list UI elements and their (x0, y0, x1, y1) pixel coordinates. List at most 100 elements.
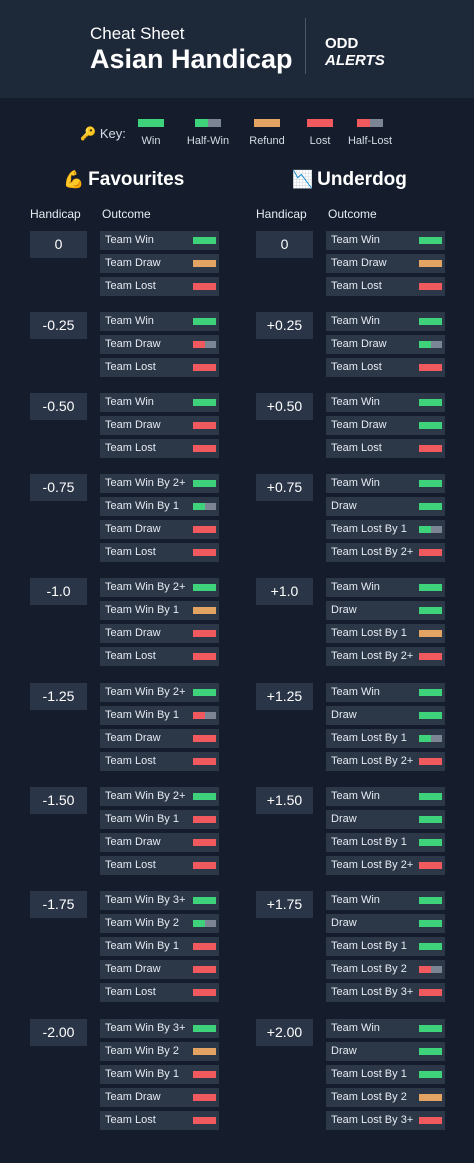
underdog-outcome-row: Team Lost By 1 (326, 520, 445, 539)
result-indicator-win (419, 689, 442, 696)
favourites-outcome-row: Team Draw (100, 624, 219, 643)
outcome-label: Team Lost (331, 442, 382, 454)
result-indicator-lost (419, 758, 442, 765)
outcome-label: Team Win By 1 (105, 813, 179, 825)
underdog-outcome-row: Team Lost By 2+ (326, 647, 445, 666)
underdog-handicap-value: +1.75 (256, 891, 313, 918)
underdog-outcome-row: Team Draw (326, 254, 445, 273)
underdog-outcome-row: Team Lost (326, 358, 445, 377)
result-indicator-win (193, 237, 216, 244)
key-item-half-lost: Half-Lost (347, 119, 393, 147)
outcome-label: Team Draw (105, 338, 161, 350)
outcome-label: Team Win By 1 (105, 500, 179, 512)
result-indicator-lost (193, 839, 216, 846)
outcome-label: Team Win (105, 234, 154, 246)
outcome-label: Team Lost (105, 650, 156, 662)
favourites-outcome-row: Team Win By 1 (100, 810, 219, 829)
underdog-outcome-row: Team Lost By 1 (326, 729, 445, 748)
underdog-outcome-row: Draw (326, 914, 445, 933)
outcome-label: Team Win (331, 315, 380, 327)
underdog-outcome-row: Team Lost By 2+ (326, 752, 445, 771)
result-indicator-lost (193, 758, 216, 765)
outcome-label: Team Win (331, 1022, 380, 1034)
outcome-label: Team Lost By 2+ (331, 755, 414, 767)
key-label-text: Key: (99, 126, 126, 141)
underdog-outcome-row: Team Draw (326, 416, 445, 435)
favourites-outcome-row: Team Lost (100, 752, 219, 771)
favourites-outcome-row: Team Draw (100, 254, 219, 273)
result-indicator-half-win (419, 341, 442, 348)
outcome-label: Draw (331, 500, 357, 512)
result-indicator-win (419, 1048, 442, 1055)
outcome-label: Team Lost (105, 442, 156, 454)
result-indicator-half-lost (193, 712, 216, 719)
favourites-outcome-row: Team Lost (100, 543, 219, 562)
favourites-outcome-row: Team Win By 2+ (100, 683, 219, 702)
result-indicator-lost (419, 549, 442, 556)
outcome-label: Team Lost By 2+ (331, 546, 414, 558)
favourites-outcome-row: Team Draw (100, 1088, 219, 1107)
favourites-outcome-row: Team Draw (100, 416, 219, 435)
key-swatch-refund (254, 119, 280, 127)
result-indicator-win (419, 816, 442, 823)
favourites-col-outcome: Outcome (102, 207, 151, 221)
outcome-label: Team Win By 2+ (105, 477, 186, 489)
key-label: 🔑 Key: (80, 126, 126, 142)
favourites-outcome-row: Team Win By 3+ (100, 1019, 219, 1038)
favourites-outcome-row: Team Lost (100, 983, 219, 1002)
underdog-handicap-value: +1.25 (256, 683, 313, 710)
result-indicator-half-lost (193, 341, 216, 348)
result-indicator-lost (193, 862, 216, 869)
underdog-handicap-value: +0.25 (256, 312, 313, 339)
result-indicator-lost (193, 1117, 216, 1124)
result-indicator-lost (193, 364, 216, 371)
result-indicator-win (419, 503, 442, 510)
favourites-outcome-row: Team Win By 1 (100, 1065, 219, 1084)
outcome-label: Team Draw (105, 627, 161, 639)
outcome-label: Team Win By 3+ (105, 1022, 186, 1034)
underdog-outcome-row: Team Win (326, 312, 445, 331)
result-indicator-win (419, 607, 442, 614)
result-indicator-win (193, 480, 216, 487)
favourites-outcome-row: Team Draw (100, 729, 219, 748)
result-indicator-lost (419, 1117, 442, 1124)
outcome-label: Team Lost (105, 986, 156, 998)
key-icon: 🔑 (80, 126, 97, 141)
result-indicator-win (419, 712, 442, 719)
favourites-handicap-value: -1.25 (30, 683, 87, 710)
outcome-label: Team Draw (331, 419, 387, 431)
outcome-label: Team Draw (105, 257, 161, 269)
outcome-label: Draw (331, 813, 357, 825)
outcome-label: Team Win By 3+ (105, 894, 186, 906)
result-indicator-lost (419, 989, 442, 996)
result-indicator-lost (193, 526, 216, 533)
underdog-handicap-value: +1.50 (256, 787, 313, 814)
outcome-label: Team Win By 1 (105, 604, 179, 616)
outcome-label: Team Lost By 1 (331, 836, 407, 848)
result-indicator-lost (193, 653, 216, 660)
underdog-outcome-row: Team Lost By 1 (326, 624, 445, 643)
favourites-outcome-row: Team Lost (100, 277, 219, 296)
underdog-outcome-row: Team Win (326, 1019, 445, 1038)
underdog-handicap-value: +2.00 (256, 1019, 313, 1046)
key-item-half-win: Half-Win (185, 119, 231, 147)
result-indicator-win (419, 237, 442, 244)
result-indicator-win (419, 839, 442, 846)
outcome-label: Team Lost By 1 (331, 523, 407, 535)
outcome-label: Team Lost By 1 (331, 732, 407, 744)
outcome-label: Team Lost (105, 546, 156, 558)
outcome-label: Team Lost By 2 (331, 1091, 407, 1103)
favourites-outcome-row: Team Win By 2+ (100, 474, 219, 493)
favourites-handicap-value: -0.50 (30, 393, 87, 420)
outcome-label: Team Win (331, 581, 380, 593)
underdog-handicap-value: 0 (256, 231, 313, 258)
favourites-outcome-row: Team Lost (100, 856, 219, 875)
underdog-outcome-row: Team Lost By 3+ (326, 983, 445, 1002)
favourites-handicap-value: 0 (30, 231, 87, 258)
outcome-label: Team Win By 1 (105, 940, 179, 952)
underdog-outcome-row: Team Win (326, 474, 445, 493)
outcome-label: Team Draw (105, 963, 161, 975)
outcome-label: Team Lost (331, 280, 382, 292)
outcome-label: Team Lost By 2 (331, 963, 407, 975)
favourites-outcome-row: Team Win (100, 312, 219, 331)
